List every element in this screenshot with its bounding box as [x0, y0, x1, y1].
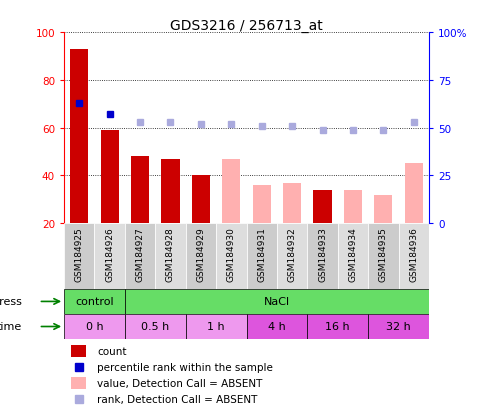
Text: stress: stress: [0, 297, 22, 307]
Text: GSM184931: GSM184931: [257, 227, 266, 282]
Text: 16 h: 16 h: [325, 322, 350, 332]
Bar: [161, 159, 179, 224]
Bar: [64, 314, 125, 339]
Bar: [398, 224, 429, 289]
Bar: [222, 159, 241, 224]
Text: 4 h: 4 h: [268, 322, 286, 332]
Bar: [131, 157, 149, 224]
Text: rank, Detection Call = ABSENT: rank, Detection Call = ABSENT: [97, 394, 257, 404]
Bar: [125, 289, 429, 314]
Text: GSM184936: GSM184936: [409, 227, 418, 282]
Text: percentile rank within the sample: percentile rank within the sample: [97, 362, 273, 373]
Bar: [71, 377, 86, 389]
Text: GSM184934: GSM184934: [349, 227, 357, 282]
Text: time: time: [0, 322, 22, 332]
Bar: [252, 185, 271, 224]
Bar: [95, 224, 125, 289]
Text: GSM184927: GSM184927: [136, 227, 144, 282]
Text: control: control: [75, 297, 114, 307]
Bar: [70, 50, 88, 224]
Bar: [338, 224, 368, 289]
Bar: [246, 314, 307, 339]
Text: count: count: [97, 346, 126, 356]
Bar: [307, 224, 338, 289]
Bar: [368, 224, 398, 289]
Text: GSM184935: GSM184935: [379, 227, 388, 282]
Text: NaCl: NaCl: [264, 297, 290, 307]
Text: GDS3216 / 256713_at: GDS3216 / 256713_at: [170, 19, 323, 33]
Text: GSM184932: GSM184932: [287, 227, 297, 282]
Text: GSM184928: GSM184928: [166, 227, 175, 282]
Text: 0.5 h: 0.5 h: [141, 322, 170, 332]
Bar: [71, 345, 86, 357]
Bar: [125, 314, 186, 339]
Bar: [186, 314, 246, 339]
Text: GSM184925: GSM184925: [75, 227, 84, 282]
Bar: [307, 314, 368, 339]
Text: GSM184930: GSM184930: [227, 227, 236, 282]
Bar: [186, 224, 216, 289]
Bar: [277, 224, 307, 289]
Bar: [64, 224, 95, 289]
Text: GSM184929: GSM184929: [196, 227, 206, 282]
Bar: [368, 314, 429, 339]
Bar: [101, 131, 119, 224]
Bar: [125, 224, 155, 289]
Text: GSM184933: GSM184933: [318, 227, 327, 282]
Bar: [246, 224, 277, 289]
Bar: [216, 224, 246, 289]
Bar: [283, 183, 301, 224]
Bar: [155, 224, 186, 289]
Text: value, Detection Call = ABSENT: value, Detection Call = ABSENT: [97, 378, 262, 388]
Text: 0 h: 0 h: [86, 322, 104, 332]
Bar: [344, 190, 362, 224]
Bar: [64, 289, 125, 314]
Text: 1 h: 1 h: [207, 322, 225, 332]
Bar: [405, 164, 423, 224]
Bar: [314, 190, 332, 224]
Bar: [192, 176, 210, 224]
Bar: [374, 195, 392, 224]
Text: 32 h: 32 h: [386, 322, 411, 332]
Text: GSM184926: GSM184926: [105, 227, 114, 282]
